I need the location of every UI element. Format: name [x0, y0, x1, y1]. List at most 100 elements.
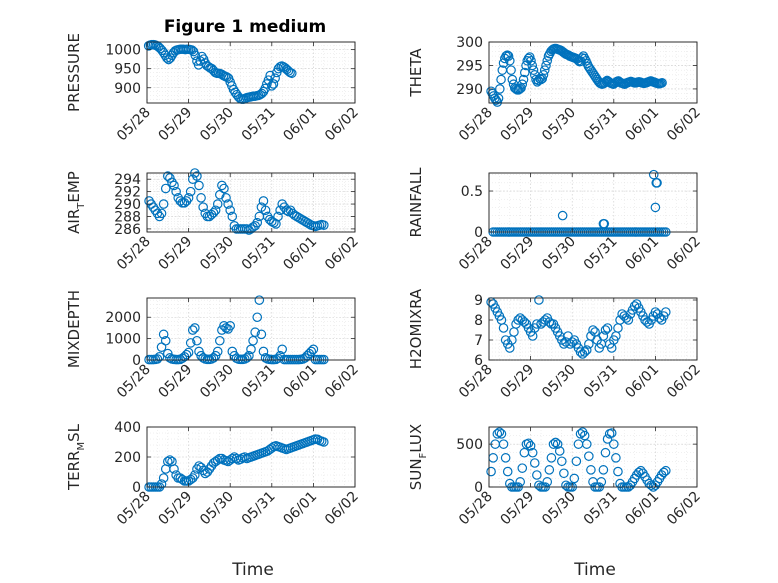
- data-point: [517, 463, 528, 473]
- x-tick-label: 06/01: [280, 105, 320, 145]
- data-point: [492, 429, 503, 439]
- axes-box: [146, 172, 356, 233]
- data-point: [623, 315, 634, 325]
- x-tick-label: 06/02: [322, 489, 362, 529]
- x-tick-label: 06/01: [622, 489, 662, 529]
- y-axis-label: AIRTEMP: [65, 171, 87, 234]
- data-point: [518, 74, 529, 85]
- data-point: [554, 446, 565, 456]
- data-point: [575, 347, 586, 357]
- data-point: [277, 344, 287, 355]
- data-point: [165, 173, 175, 183]
- data-point: [190, 470, 200, 480]
- data-point: [534, 480, 544, 491]
- data-point: [503, 51, 514, 61]
- data-point: [171, 186, 181, 197]
- y-tick-label: 288: [114, 209, 141, 225]
- x-tick-label: 05/29: [498, 362, 538, 402]
- data-point: [258, 346, 269, 357]
- x-tick-label: 05/29: [498, 489, 538, 529]
- data-point: [586, 465, 596, 475]
- data-point: [219, 183, 229, 194]
- data-point: [536, 74, 546, 85]
- axes-box: [146, 297, 356, 361]
- data-point: [268, 79, 279, 89]
- data-point: [498, 323, 509, 333]
- x-tick-label: 05/29: [156, 362, 196, 402]
- y-tick-label: 6: [474, 353, 483, 369]
- data-point: [527, 447, 538, 458]
- axes-box: [146, 41, 356, 104]
- x-tick-label: 05/28: [456, 105, 496, 145]
- y-tick-label: 1000: [105, 43, 141, 59]
- data-point: [578, 51, 589, 61]
- x-tick-label: 06/01: [622, 234, 662, 274]
- x-tick-label: 05/31: [239, 362, 279, 402]
- data-series: [143, 39, 297, 104]
- x-axis-label: Time: [573, 560, 616, 580]
- data-series: [486, 295, 671, 359]
- data-point: [581, 439, 592, 449]
- subplot-pressure: 900 950 1000 05/28 05/29 05/30 05/31 06/01 06/02…: [65, 17, 362, 144]
- y-axis-label: MIXDEPTH: [65, 290, 83, 368]
- data-point: [602, 323, 613, 333]
- data-point: [222, 72, 232, 82]
- y-tick-label: 286: [114, 222, 141, 238]
- data-point: [208, 207, 219, 218]
- y-axis-label: SUNFLUX: [407, 424, 429, 490]
- y-tick-label: 950: [114, 62, 141, 78]
- data-point: [658, 467, 669, 478]
- y-tick-label: 200: [114, 450, 141, 466]
- data-point: [502, 50, 513, 60]
- data-point: [496, 429, 507, 439]
- x-tick-label: 05/30: [197, 362, 237, 402]
- data-point: [227, 211, 238, 222]
- y-axis-label: H2OMIXRA: [407, 288, 425, 369]
- data-point: [192, 335, 202, 346]
- axes-box: [488, 426, 698, 488]
- data-point: [187, 45, 197, 55]
- data-point: [225, 320, 235, 331]
- data-point: [157, 45, 167, 56]
- y-tick-label: 0: [132, 480, 141, 496]
- data-point: [495, 84, 505, 94]
- data-point: [650, 202, 661, 213]
- data-point: [598, 465, 609, 475]
- data-point: [507, 74, 518, 85]
- data-point: [228, 84, 239, 95]
- data-point: [532, 470, 542, 480]
- x-tick-label: 05/30: [539, 234, 579, 274]
- data-point: [281, 205, 292, 216]
- x-tick-label: 06/01: [280, 489, 320, 529]
- data-point: [660, 465, 671, 476]
- data-point: [526, 55, 536, 66]
- data-point: [544, 465, 555, 475]
- x-tick-label: 05/30: [539, 105, 579, 145]
- subplot-rainfall: 00.505/28 05/29 05/30 05/31 06/01 06/02RAINFA…: [407, 167, 704, 273]
- data-point: [496, 74, 506, 85]
- data-point: [165, 455, 175, 465]
- data-point: [154, 351, 165, 362]
- x-tick-label: 05/31: [581, 105, 621, 145]
- data-point: [542, 477, 553, 487]
- data-point: [657, 78, 667, 88]
- data-point: [571, 456, 582, 467]
- data-point: [198, 465, 208, 476]
- data-point: [212, 199, 223, 209]
- data-point: [217, 180, 227, 191]
- data-point: [190, 323, 200, 333]
- data-point: [246, 344, 256, 355]
- data-point: [194, 180, 204, 191]
- data-point: [613, 466, 623, 477]
- data-point: [215, 335, 225, 346]
- data-point: [160, 335, 171, 346]
- data-point: [486, 466, 496, 477]
- data-point: [183, 193, 194, 203]
- data-point: [306, 346, 317, 357]
- y-tick-label: 0: [474, 480, 483, 496]
- data-point: [154, 211, 165, 222]
- x-tick-label: 05/29: [156, 105, 196, 145]
